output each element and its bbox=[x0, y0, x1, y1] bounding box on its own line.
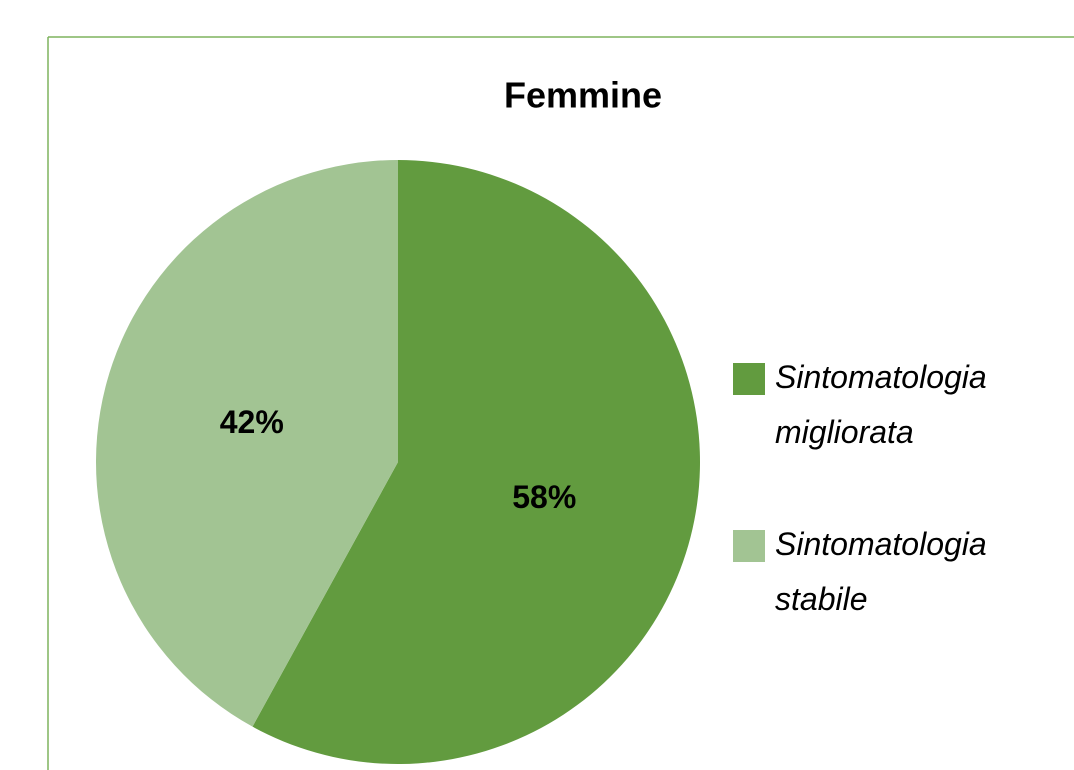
pie-slice bbox=[252, 160, 701, 765]
data-label: 42% bbox=[220, 404, 284, 440]
data-label: 58% bbox=[512, 479, 576, 515]
legend-label: Sintomatologia migliorata bbox=[775, 359, 987, 450]
chart-title: Femmine bbox=[504, 75, 662, 116]
legend-swatch bbox=[733, 530, 765, 562]
pie-slice bbox=[96, 160, 398, 727]
legend-label: Sintomatologia stabile bbox=[775, 526, 987, 617]
legend-swatch bbox=[733, 363, 765, 395]
